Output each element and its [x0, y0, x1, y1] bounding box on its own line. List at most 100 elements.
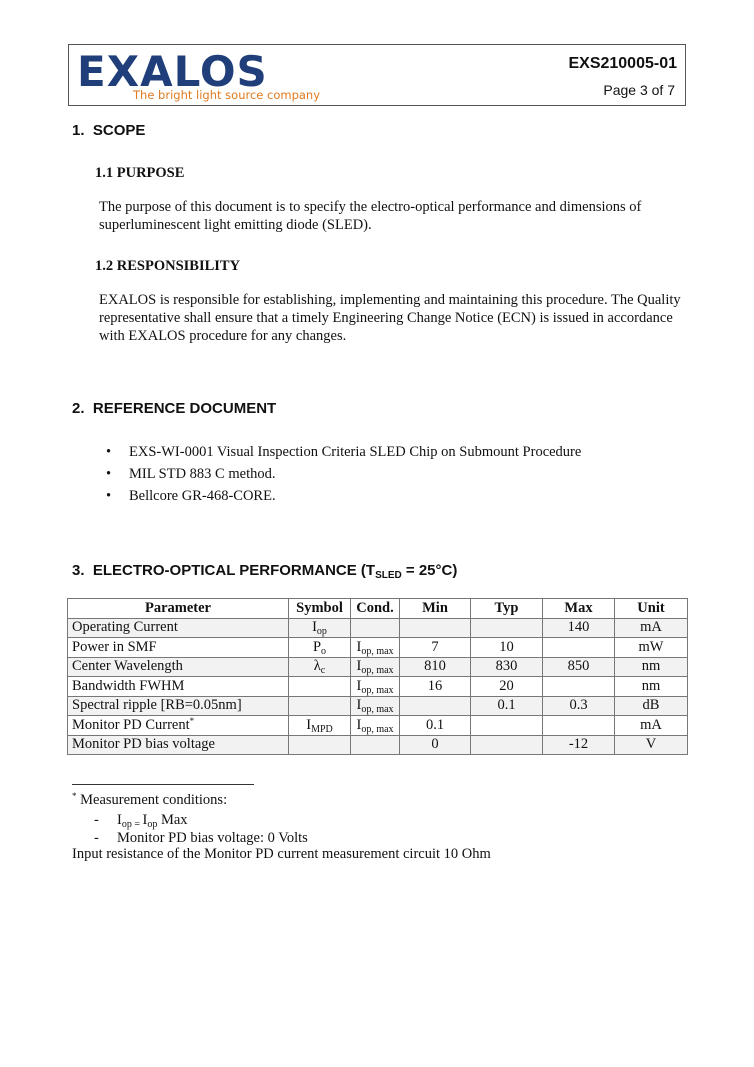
text-run: op	[147, 819, 158, 830]
text-run: SLED	[375, 570, 402, 581]
header-cell: Parameter	[67, 598, 289, 619]
text-run: op	[316, 626, 327, 638]
section-title: SCOPE	[92, 122, 146, 139]
table-cell	[288, 695, 351, 716]
text-run: I	[117, 812, 122, 828]
section-heading: 3. ELECTRO-OPTICAL PERFORMANCE (TSLED = …	[72, 562, 458, 581]
logo: EXALOS	[77, 47, 268, 96]
table-cell: Monitor PD bias voltage	[67, 734, 289, 755]
table-cell	[288, 734, 351, 755]
table-cell: -12	[542, 734, 615, 755]
table-cell: 140	[542, 617, 615, 638]
text-run: I	[356, 638, 362, 655]
header-cell: Min	[399, 598, 471, 619]
text-run: I	[356, 716, 362, 733]
header-cell: Typ	[470, 598, 543, 619]
table-cell	[542, 676, 615, 697]
table-cell	[399, 695, 471, 716]
table-cell	[399, 617, 471, 638]
dash: -	[94, 830, 99, 846]
text-run: I	[142, 812, 148, 828]
bullet-item: MIL STD 883 C method.	[100, 466, 581, 488]
table-cell: 0	[399, 734, 471, 755]
table-cell: dB	[614, 695, 688, 716]
table-cell: 7	[399, 637, 471, 658]
text-run: I	[356, 677, 362, 694]
table-cell: mW	[614, 637, 688, 658]
section-heading: 1. SCOPE	[72, 122, 145, 139]
spec-table: Parameter Symbol Cond. Min Typ Max Unit Operati…	[67, 598, 688, 755]
text-run: *	[72, 791, 77, 801]
header-cell: Unit	[614, 598, 688, 619]
header-cell: Symbol	[288, 598, 351, 619]
table-cell: Power in SMF	[67, 637, 289, 658]
text-run: I	[312, 619, 317, 636]
section-number: 3.	[72, 562, 85, 579]
table-cell: mA	[614, 715, 688, 736]
table-cell: nm	[614, 676, 688, 697]
text-run: op =	[121, 819, 143, 830]
table-cell	[470, 734, 543, 755]
text-run: c	[320, 665, 326, 677]
table-cell: Operating Current	[67, 617, 289, 638]
table-cell: 10	[470, 637, 543, 658]
table-cell: 0.1	[470, 695, 543, 716]
table-cell	[350, 617, 400, 638]
table-cell: Spectral ripple [RB=0.05nm]	[67, 695, 289, 716]
table-cell: 16	[399, 676, 471, 697]
section-title: ELECTRO-OPTICAL PERFORMANCE (TSLED = 25°…	[92, 562, 458, 581]
text-run: Max	[157, 812, 188, 828]
table-cell	[542, 715, 615, 736]
footnote-item: - Monitor PD bias voltage: 0 Volts	[94, 829, 308, 847]
table-cell: 850	[542, 656, 615, 677]
table-cell	[470, 617, 543, 638]
table-cell: λc	[288, 656, 351, 677]
table-cell: V	[614, 734, 688, 755]
table-cell: nm	[614, 656, 688, 677]
table-cell: Iop, max	[350, 637, 400, 658]
header-cell: Max	[542, 598, 615, 619]
text-run: Measurement conditions:	[76, 792, 228, 808]
table-cell: Iop, max	[350, 676, 400, 697]
text-run: o	[321, 645, 327, 657]
table-cell: Bandwidth FWHM	[67, 676, 289, 697]
footnote-rule	[72, 784, 254, 785]
text-run: = 25°C)	[401, 562, 458, 579]
footnote-note: Input resistance of the Monitor PD curre…	[72, 846, 491, 862]
table-cell	[470, 715, 543, 736]
text-run: I	[306, 716, 312, 733]
table-row: Center Wavelength λc Iop, max 810 830 850 nm	[67, 656, 688, 677]
subsection-title: 1.1 PURPOSE	[95, 165, 185, 181]
table-cell: IMPD	[288, 715, 351, 736]
table-cell: 20	[470, 676, 543, 697]
table-row: Monitor PD Current* IMPD Iop, max 0.1 mA	[67, 715, 688, 736]
table-cell: Center Wavelength	[67, 656, 289, 677]
text-run: ELECTRO-OPTICAL PERFORMANCE (T	[92, 562, 376, 579]
text-run: op, max	[361, 645, 394, 657]
header-box: EXALOS The bright light source company E…	[68, 44, 686, 106]
section-title: REFERENCE DOCUMENT	[92, 400, 277, 417]
text-run: Monitor PD Current	[72, 716, 190, 733]
footnote-items: - Iop = Iop Max - Monitor PD bias voltage: …	[94, 811, 308, 847]
table-row: Monitor PD bias voltage 0 -12 V	[67, 734, 688, 755]
section-number: 2.	[72, 400, 85, 417]
table-row: Power in SMF Po Iop, max 7 10 mW	[67, 637, 688, 658]
doc-id: EXS210005-01	[568, 55, 677, 72]
footnote-text: Monitor PD bias voltage: 0 Volts	[117, 830, 308, 846]
table-cell: Iop, max	[350, 715, 400, 736]
table-row: Bandwidth FWHM Iop, max 16 20 nm	[67, 676, 688, 697]
table-cell	[288, 676, 351, 697]
subsection-title: 1.2 RESPONSIBILITY	[95, 258, 241, 274]
text-run: op, max	[361, 665, 394, 677]
table-cell: Iop, max	[350, 695, 400, 716]
table-cell: Po	[288, 637, 351, 658]
table-cell: 0.3	[542, 695, 615, 716]
table-cell: 830	[470, 656, 543, 677]
table-cell: Iop	[288, 617, 351, 638]
table-row: Operating Current Iop 140 mA	[67, 617, 688, 638]
paragraph: EXALOS is responsible for establishing, …	[99, 292, 681, 344]
text-run: op, max	[361, 684, 394, 696]
paragraph: The purpose of this document is to speci…	[99, 199, 642, 233]
tagline: The bright light source company	[133, 88, 321, 102]
